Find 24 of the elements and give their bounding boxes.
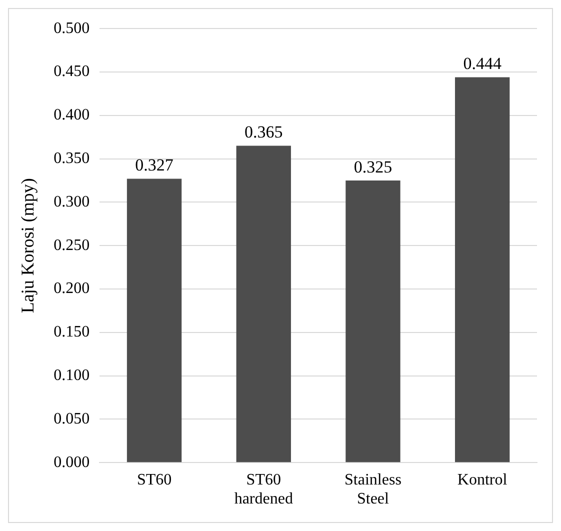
x-tick-label: ST60: [136, 471, 172, 488]
x-tick-label: Stainless Steel: [344, 471, 402, 508]
y-tick-label: 0.350: [54, 150, 90, 168]
y-tick-label: 0.300: [54, 193, 90, 210]
x-tick-label: Kontrol: [457, 471, 508, 488]
bar: [236, 146, 291, 462]
y-tick-label: 0.050: [54, 410, 90, 428]
y-axis-title: Laju Korosi (mpy): [18, 178, 38, 314]
y-tick-label: 0.150: [54, 324, 90, 341]
y-tick-label: 0.500: [54, 20, 90, 37]
bar: [346, 180, 400, 462]
y-tick-label: 0.450: [54, 63, 90, 80]
y-tick-label: 0.200: [54, 280, 90, 298]
y-tick-label: 0.400: [54, 106, 90, 124]
bar: [454, 77, 510, 462]
data-label: 0.444: [463, 54, 502, 74]
data-label: 0.365: [244, 122, 283, 142]
data-label: 0.327: [135, 156, 174, 175]
y-tick-label: 0.000: [54, 454, 90, 471]
y-tick-label: 0.100: [54, 367, 90, 384]
y-tick-label: 0.250: [54, 236, 90, 254]
data-label: 0.325: [354, 157, 392, 176]
bar: [126, 178, 182, 462]
x-tick-label: ST60 hardened: [234, 471, 293, 508]
